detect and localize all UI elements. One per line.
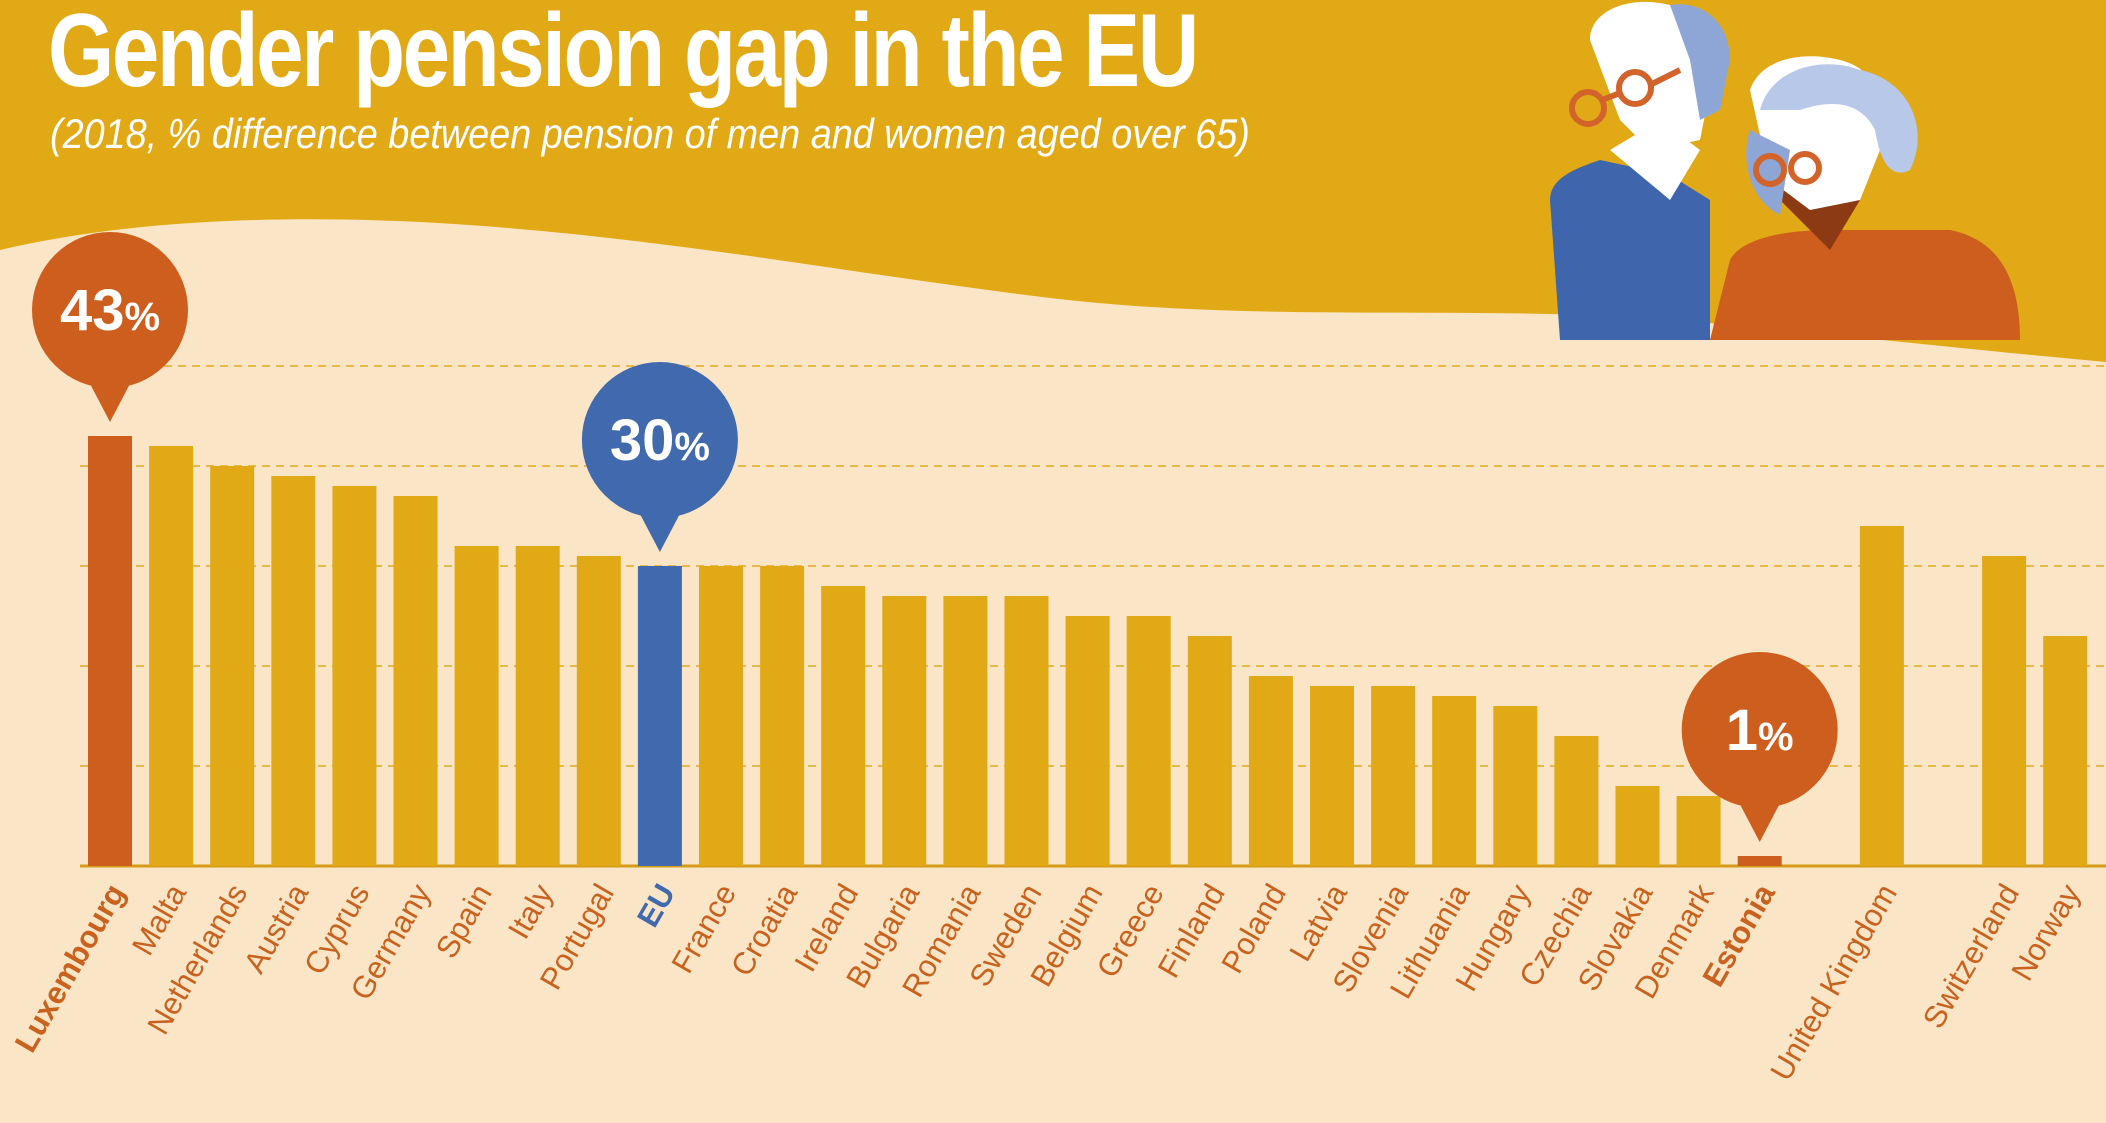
bar-denmark	[1676, 796, 1721, 866]
bar-ireland	[821, 586, 866, 866]
chart-title: Gender pension gap in the EU	[48, 0, 1199, 109]
bar-slovakia	[1615, 786, 1660, 866]
bar-bulgaria	[882, 596, 927, 866]
callouts: 43% 30% 1%	[32, 232, 1838, 842]
callout-pointer	[1737, 800, 1782, 842]
category-label-united-kingdom: United Kingdom	[1763, 878, 1904, 1087]
bar-sweden	[1004, 596, 1049, 866]
bar-switzerland	[1982, 556, 2027, 866]
bar-poland	[1248, 676, 1293, 866]
elderly-couple-icon	[1550, 1, 2020, 340]
bar-eu	[637, 566, 682, 866]
callout-pointer	[637, 510, 682, 552]
callout-value: 1%	[1726, 698, 1794, 763]
callout-bubble	[32, 232, 188, 388]
bar-belgium	[1065, 616, 1110, 866]
category-label-italy: Italy	[501, 878, 560, 945]
bar-malta	[149, 446, 194, 866]
bar-italy	[515, 546, 560, 866]
bar-germany	[393, 496, 438, 866]
callout-bubble	[581, 362, 738, 518]
bar-lithuania	[1432, 696, 1477, 866]
bar-luxembourg	[88, 436, 132, 866]
category-label-switzerland: Switzerland	[1916, 878, 2026, 1034]
bar-netherlands	[210, 466, 255, 866]
bar-estonia	[1737, 856, 1782, 866]
callout-value: 43%	[60, 278, 160, 343]
bar-croatia	[760, 566, 805, 866]
chart-subtitle: (2018, % difference between pension of m…	[50, 110, 1250, 157]
callout-luxembourg: 43%	[32, 232, 188, 422]
bar-hungary	[1493, 706, 1538, 866]
callout-pointer	[88, 380, 132, 422]
bar-slovenia	[1371, 686, 1416, 866]
callout-estonia: 1%	[1681, 652, 1838, 842]
bar-czechia	[1554, 736, 1599, 866]
bar-romania	[943, 596, 988, 866]
bar-finland	[1187, 636, 1232, 866]
bar-spain	[454, 546, 499, 866]
category-labels: LuxembourgMaltaNetherlandsAustriaCyprusG…	[8, 877, 2088, 1086]
bar-france	[699, 566, 743, 866]
callout-eu: 30%	[581, 362, 738, 552]
bar-latvia	[1310, 686, 1354, 866]
bar-united-kingdom	[1859, 526, 1904, 866]
bar-norway	[2043, 636, 2088, 866]
bar-cyprus	[332, 486, 377, 866]
bar-portugal	[576, 556, 621, 866]
callout-value: 30%	[610, 408, 710, 473]
bar-austria	[271, 476, 316, 866]
bar-greece	[1126, 616, 1171, 866]
category-label-eu: EU	[630, 878, 682, 933]
category-label-luxembourg: Luxembourg	[8, 878, 132, 1058]
category-label-spain: Spain	[429, 878, 499, 964]
bars	[88, 436, 2088, 866]
callout-bubble	[1681, 652, 1838, 808]
